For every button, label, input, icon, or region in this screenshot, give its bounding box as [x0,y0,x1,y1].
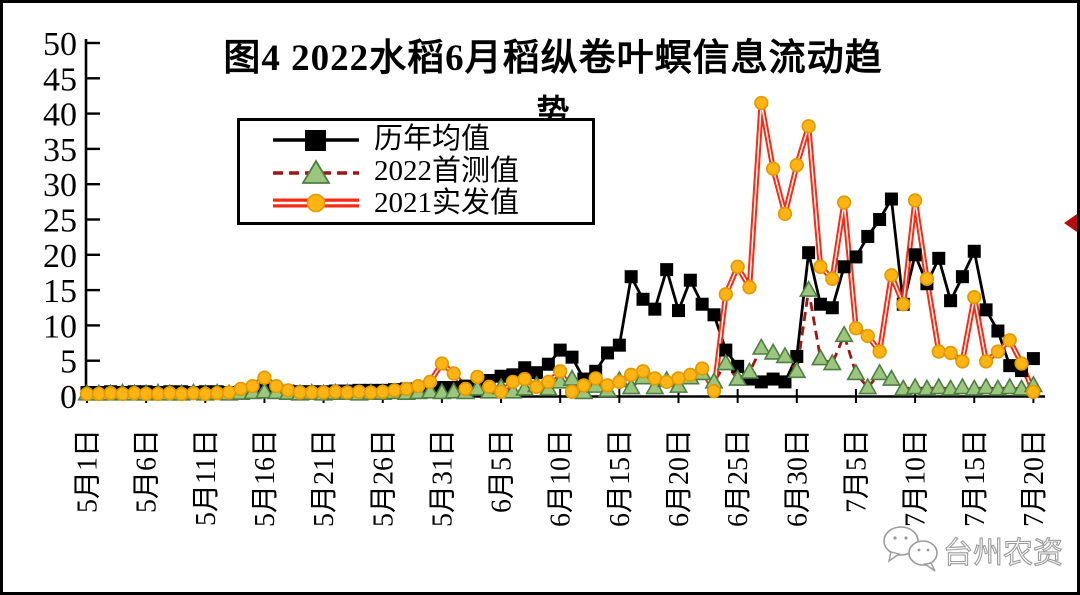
legend-marker-green-triangle-dashed-line [273,158,359,184]
x-tick-label: 5月11日 [191,429,222,526]
x-tick-label: 6月5日 [487,429,518,513]
watermark: 台州农资 [879,519,1075,588]
legend-box: 历年均值 2022首测值 2021实发值 [237,118,595,225]
y-tick-label: 10 [43,308,77,345]
series-line-historical-average [87,194,1035,394]
y-tick-label: 15 [43,273,77,310]
wechat-icon [883,526,938,572]
legend-item-historical-average: 历年均值 [270,124,588,156]
x-tick-label: 7月10日 [901,429,932,527]
x-tick-label: 6月30日 [782,429,813,527]
x-tick-label: 5月1日 [73,429,104,513]
y-tick-label: 40 [43,97,77,134]
series-markers-2021-actual [79,95,1041,402]
chart-title-line1: 图4 2022水稻6月稻纵卷叶螟信息流动趋 [223,38,883,79]
legend-marker-black-square-line [273,129,359,151]
y-tick-label: 45 [43,61,77,98]
legend-label: 历年均值 [374,123,491,156]
legend-marker-red-line-gold-circle [273,193,359,213]
y-tick-label: 25 [43,203,77,240]
x-tick-label: 5月21日 [309,429,340,527]
y-tick-label: 5 [60,344,77,381]
red-arrow-icon [1064,214,1077,237]
legend-item-2021-actual: 2021实发值 [270,187,588,219]
x-tick-label: 5月26日 [368,429,399,527]
x-tick-label: 7月20日 [1019,429,1050,527]
y-tick-label: 50 [43,26,77,63]
y-tick-label: 20 [43,238,77,275]
x-tick-label: 6月10日 [546,429,577,527]
y-tick-label: 0 [60,379,77,416]
x-axis-ticks: 5月1日 5月6日 5月11日 5月16日 5月21日 5月26日 5月31日 6月5日 6月1… [73,389,1050,527]
x-tick-label: 5月6日 [132,429,163,513]
watermark-text: 台州农资 [943,537,1063,570]
x-tick-label: 7月15日 [960,429,991,527]
y-tick-label: 35 [43,132,77,169]
x-tick-label: 5月16日 [250,429,281,527]
legend-item-2022-first-survey: 2022首测值 [270,156,588,188]
x-tick-label: 5月31日 [427,429,458,527]
x-tick-label: 7月5日 [841,429,872,513]
x-tick-label: 6月25日 [723,429,754,527]
x-tick-label: 6月20日 [664,429,695,527]
legend-label: 2022首测值 [374,155,520,187]
y-tick-label: 30 [43,167,77,204]
x-tick-label: 6月15日 [605,429,636,527]
legend-label: 2021实发值 [374,186,520,219]
